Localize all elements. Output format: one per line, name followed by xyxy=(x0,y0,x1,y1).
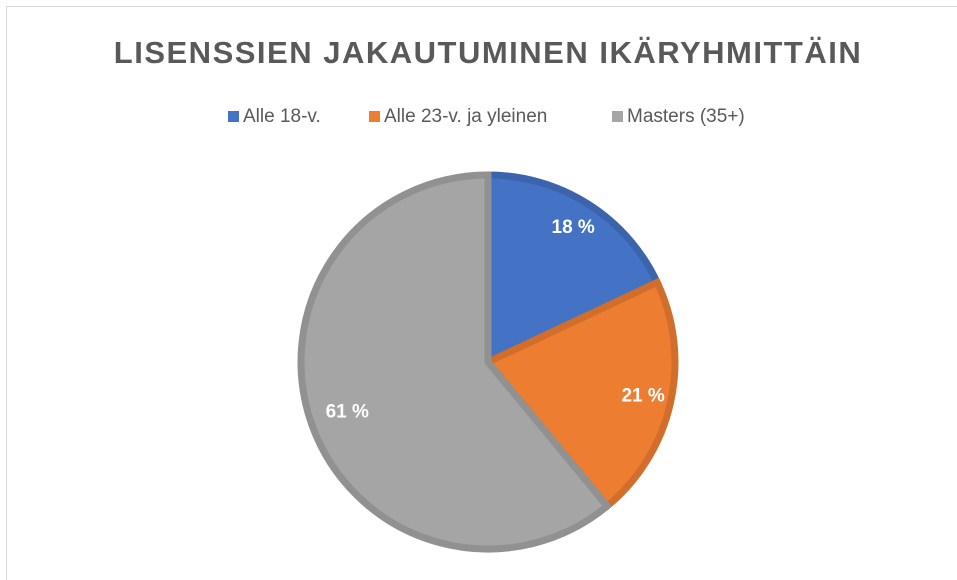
pie-slice xyxy=(482,277,679,512)
chart-title: LISENSSIEN JAKAUTUMINEN IKÄRYHMITTÄIN xyxy=(114,35,862,70)
legend-label: Masters (35+) xyxy=(627,106,745,127)
pie-slice xyxy=(297,171,613,553)
legend-swatch xyxy=(228,111,239,122)
legend-label: Alle 18-v. xyxy=(243,106,321,127)
legend-label: Alle 23-v. ja yleinen xyxy=(384,106,547,127)
data-label: 18 % xyxy=(552,217,595,238)
pie-slice xyxy=(484,171,662,368)
data-label: 21 % xyxy=(621,386,664,407)
legend-swatch xyxy=(612,111,623,122)
data-label: 61 % xyxy=(326,402,369,423)
legend-swatch xyxy=(369,111,380,122)
